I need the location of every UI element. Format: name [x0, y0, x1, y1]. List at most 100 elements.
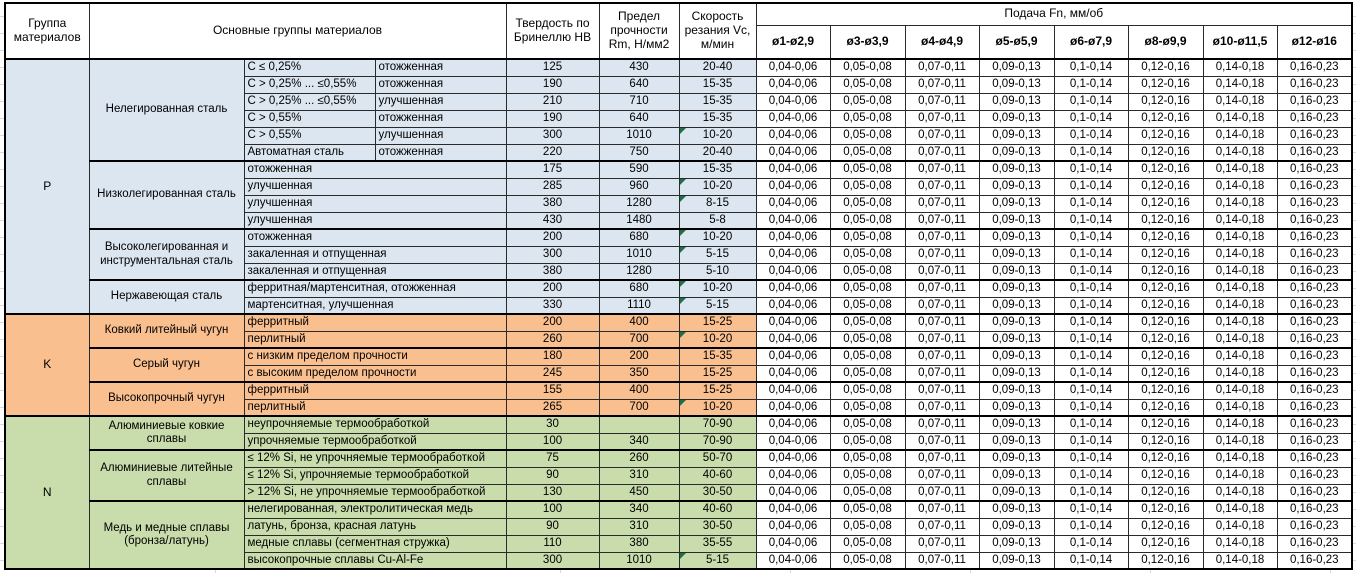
condition-cell[interactable]: > 12% Si, не упрочняемые термообработкой	[243, 483, 507, 502]
rm-cell[interactable]: 1010	[598, 126, 680, 145]
hb-cell[interactable]: 155	[505, 381, 600, 400]
condition-cell[interactable]: C > 0,25% ... ≤0,55%	[243, 75, 376, 94]
feed-cell[interactable]: 0,16-0,23	[1276, 364, 1353, 383]
feed-cell[interactable]: 0,1-0,14	[1053, 551, 1129, 570]
feed-cell[interactable]: 0,16-0,23	[1276, 194, 1353, 213]
feed-cell[interactable]: 0,16-0,23	[1276, 245, 1353, 264]
feed-cell[interactable]: 0,16-0,23	[1276, 483, 1353, 502]
feed-cell[interactable]: 0,14-0,18	[1202, 534, 1278, 553]
feed-cell[interactable]: 0,05-0,08	[829, 347, 906, 366]
feed-cell[interactable]: 0,04-0,06	[755, 381, 831, 400]
subgroup-cell[interactable]: Серый чугун	[88, 347, 245, 383]
condition-cell[interactable]: улучшенная	[243, 211, 507, 230]
feed-cell[interactable]: 0,05-0,08	[829, 92, 906, 111]
vc-cell[interactable]: 70-90	[678, 415, 757, 434]
feed-cell[interactable]: 0,07-0,11	[904, 432, 980, 451]
rm-cell[interactable]: 1010	[598, 551, 680, 570]
hb-cell[interactable]: 245	[505, 364, 600, 383]
condition-cell[interactable]: с низким пределом прочности	[243, 347, 507, 366]
feed-cell[interactable]: 0,12-0,16	[1127, 296, 1204, 315]
feed-cell[interactable]: 0,14-0,18	[1202, 313, 1278, 332]
feed-cell[interactable]: 0,12-0,16	[1127, 194, 1204, 213]
rm-cell[interactable]: 640	[598, 75, 680, 94]
feed-cell[interactable]: 0,09-0,13	[978, 262, 1055, 281]
feed-cell[interactable]: 0,09-0,13	[978, 228, 1055, 247]
feed-cell[interactable]: 0,09-0,13	[978, 432, 1055, 451]
condition-cell[interactable]: медные сплавы (сегментная стружка)	[243, 534, 507, 553]
feed-cell[interactable]: 0,05-0,08	[829, 228, 906, 247]
feed-cell[interactable]: 0,07-0,11	[904, 313, 980, 332]
feed-cell[interactable]: 0,14-0,18	[1202, 92, 1278, 111]
feed-cell[interactable]: 0,07-0,11	[904, 245, 980, 264]
vc-cell[interactable]: 20-40	[678, 143, 757, 162]
feed-cell[interactable]: 0,04-0,06	[755, 296, 831, 315]
header-feed-title[interactable]: Подача Fn, мм/об	[755, 2, 1353, 26]
feed-cell[interactable]: 0,07-0,11	[904, 551, 980, 570]
feed-cell[interactable]: 0,16-0,23	[1276, 415, 1353, 434]
feed-cell[interactable]: 0,04-0,06	[755, 75, 831, 94]
condition-cell[interactable]: с высоким пределом прочности	[243, 364, 507, 383]
condition-cell[interactable]: упрочняемые термообработкой	[243, 432, 507, 451]
hb-cell[interactable]: 260	[505, 330, 600, 349]
feed-cell[interactable]: 0,16-0,23	[1276, 58, 1353, 77]
feed-cell[interactable]: 0,07-0,11	[904, 449, 980, 468]
feed-cell[interactable]: 0,14-0,18	[1202, 483, 1278, 502]
feed-cell[interactable]: 0,07-0,11	[904, 483, 980, 502]
condition-cell[interactable]: перлитный	[243, 330, 507, 349]
feed-cell[interactable]: 0,14-0,18	[1202, 330, 1278, 349]
feed-cell[interactable]: 0,14-0,18	[1202, 245, 1278, 264]
hb-cell[interactable]: 100	[505, 500, 600, 519]
feed-cell[interactable]: 0,04-0,06	[755, 483, 831, 502]
group-cell[interactable]: P	[4, 58, 90, 315]
condition-cell[interactable]: C > 0,55%	[243, 109, 376, 128]
rm-cell[interactable]: 1010	[598, 245, 680, 264]
rm-cell[interactable]: 710	[598, 92, 680, 111]
feed-cell[interactable]: 0,05-0,08	[829, 449, 906, 468]
feed-cell[interactable]: 0,16-0,23	[1276, 279, 1353, 298]
feed-cell[interactable]: 0,16-0,23	[1276, 398, 1353, 417]
vc-cell[interactable]: 5-15	[678, 551, 757, 570]
hb-cell[interactable]: 300	[505, 551, 600, 570]
feed-cell[interactable]: 0,12-0,16	[1127, 245, 1204, 264]
feed-cell[interactable]: 0,12-0,16	[1127, 58, 1204, 77]
treatment-cell[interactable]: отожженная	[374, 58, 507, 77]
feed-cell[interactable]: 0,1-0,14	[1053, 211, 1129, 230]
feed-cell[interactable]: 0,04-0,06	[755, 364, 831, 383]
hb-cell[interactable]: 330	[505, 296, 600, 315]
feed-cell[interactable]: 0,04-0,06	[755, 160, 831, 179]
feed-cell[interactable]: 0,14-0,18	[1202, 228, 1278, 247]
feed-cell[interactable]: 0,09-0,13	[978, 517, 1055, 536]
vc-cell[interactable]: 15-35	[678, 109, 757, 128]
feed-cell[interactable]: 0,09-0,13	[978, 313, 1055, 332]
condition-cell[interactable]: ≤ 12% Si, не упрочняемые термообработкой	[243, 449, 507, 468]
feed-cell[interactable]: 0,1-0,14	[1053, 194, 1129, 213]
hb-cell[interactable]: 90	[505, 517, 600, 536]
header-feed-diameter[interactable]: ø6-ø7,9	[1053, 24, 1129, 60]
condition-cell[interactable]: отожженная	[243, 228, 507, 247]
vc-cell[interactable]: 15-25	[678, 313, 757, 332]
condition-cell[interactable]: латунь, бронза, красная латунь	[243, 517, 507, 536]
feed-cell[interactable]: 0,09-0,13	[978, 330, 1055, 349]
vc-cell[interactable]: 8-15	[678, 194, 757, 213]
hb-cell[interactable]: 100	[505, 432, 600, 451]
feed-cell[interactable]: 0,1-0,14	[1053, 160, 1129, 179]
feed-cell[interactable]: 0,09-0,13	[978, 279, 1055, 298]
vc-cell[interactable]: 10-20	[678, 398, 757, 417]
feed-cell[interactable]: 0,05-0,08	[829, 534, 906, 553]
feed-cell[interactable]: 0,16-0,23	[1276, 347, 1353, 366]
vc-cell[interactable]: 10-20	[678, 126, 757, 145]
hb-cell[interactable]: 220	[505, 143, 600, 162]
feed-cell[interactable]: 0,12-0,16	[1127, 364, 1204, 383]
hb-cell[interactable]: 90	[505, 466, 600, 485]
feed-cell[interactable]: 0,16-0,23	[1276, 551, 1353, 570]
feed-cell[interactable]: 0,12-0,16	[1127, 92, 1204, 111]
group-cell[interactable]: N	[4, 415, 90, 570]
feed-cell[interactable]: 0,1-0,14	[1053, 432, 1129, 451]
feed-cell[interactable]: 0,04-0,06	[755, 551, 831, 570]
vc-cell[interactable]: 30-50	[678, 483, 757, 502]
rm-cell[interactable]: 340	[598, 432, 680, 451]
hb-cell[interactable]: 200	[505, 313, 600, 332]
vc-cell[interactable]: 10-20	[678, 177, 757, 196]
feed-cell[interactable]: 0,05-0,08	[829, 194, 906, 213]
feed-cell[interactable]: 0,16-0,23	[1276, 262, 1353, 281]
